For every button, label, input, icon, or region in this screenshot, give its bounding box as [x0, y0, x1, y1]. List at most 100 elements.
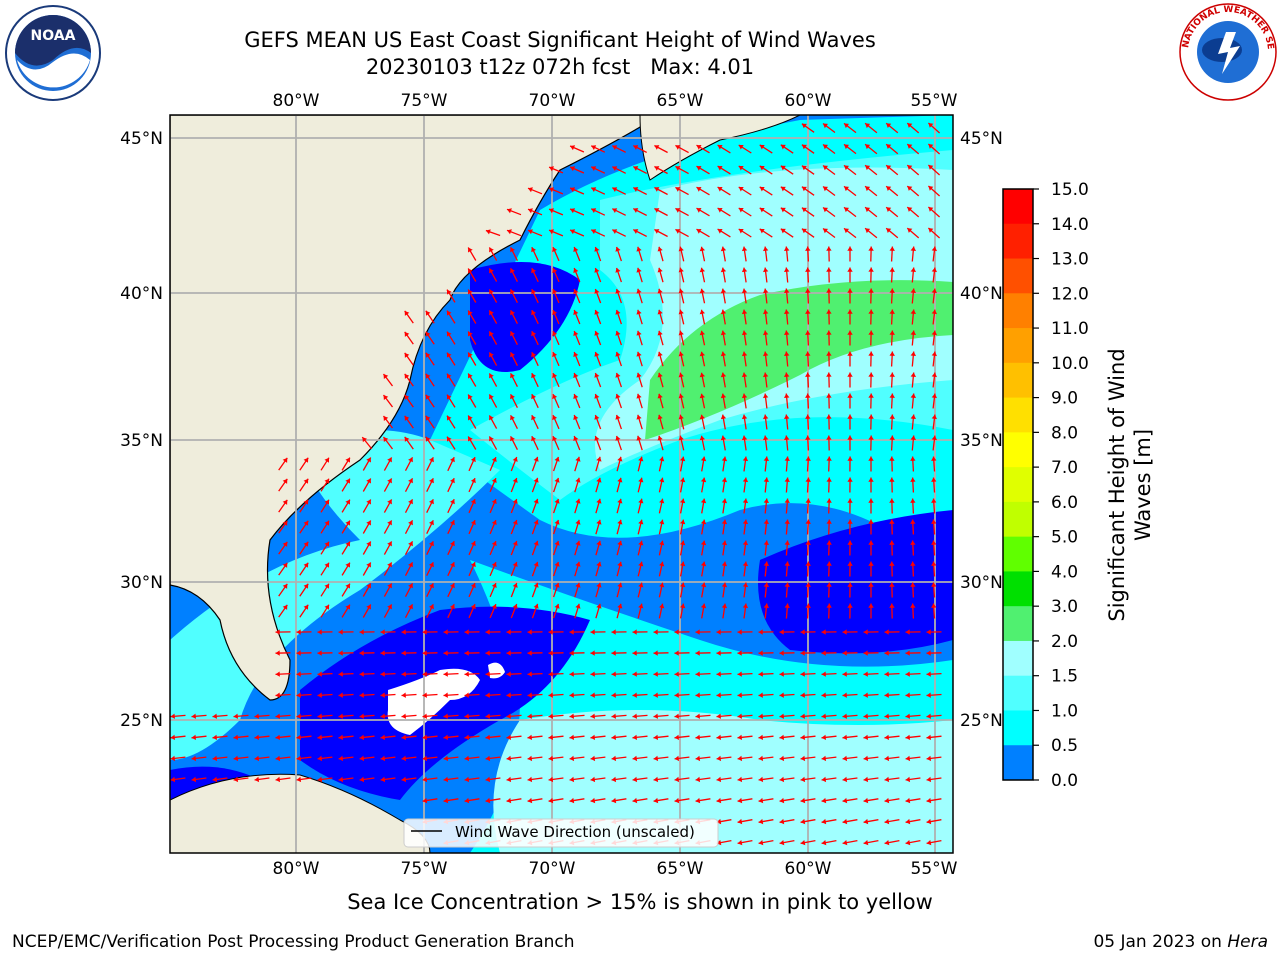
wave-arrow-head — [317, 650, 322, 656]
wave-arrow-head — [573, 373, 579, 378]
wave-arrow-head — [654, 208, 660, 213]
wave-arrow-head — [657, 330, 663, 336]
wave-arrow-head — [636, 393, 642, 399]
wave-arrow-head — [548, 734, 553, 740]
wave-arrow-head — [531, 289, 536, 295]
wave-arrow-head — [653, 776, 659, 783]
wave-arrow-head — [741, 414, 748, 420]
wave-arrow-head — [485, 797, 491, 804]
wave-arrow-head — [366, 478, 371, 484]
wave-arrow-head — [784, 561, 790, 566]
wave-arrow-head — [696, 208, 702, 213]
wave-arrow-head — [533, 519, 539, 525]
wave-arrow-head — [823, 207, 828, 213]
wave-arrow-head — [910, 351, 916, 356]
wave-arrow-head — [404, 436, 410, 442]
wave-arrow-head — [720, 288, 727, 294]
wave-arrow-head — [699, 246, 705, 252]
wave-arrow-head — [632, 776, 638, 783]
wave-arrow-head — [805, 435, 811, 440]
wave-arrow-head — [741, 330, 748, 336]
wave-arrow-head — [590, 776, 596, 783]
wave-arrow-head — [404, 331, 410, 337]
wave-arrow-head — [408, 478, 413, 484]
wave-arrow-head — [699, 267, 705, 273]
wave-arrow-head — [721, 582, 728, 588]
wave-arrow-head — [868, 414, 874, 419]
wave-arrow-head — [674, 755, 680, 762]
wave-arrow-head — [303, 604, 309, 610]
wave-arrow-head — [570, 166, 576, 172]
wave-arrow-head — [695, 755, 701, 762]
wave-arrow-head — [910, 603, 916, 608]
wave-arrow-head — [763, 246, 769, 252]
wave-arrow-head — [779, 671, 784, 677]
wave-arrow-head — [737, 713, 742, 719]
wave-arrow-head — [359, 650, 364, 656]
wave-arrow-head — [674, 797, 680, 804]
wave-arrow-head — [510, 289, 515, 295]
colorbar-tick-label: 0.0 — [1051, 771, 1078, 791]
wave-arrow-head — [636, 372, 642, 378]
wave-arrow-head — [886, 165, 892, 170]
wave-arrow-head — [657, 246, 663, 252]
wave-arrow-head — [741, 372, 748, 378]
wave-arrow-head — [884, 650, 889, 656]
colorbar-swatch — [1003, 432, 1033, 468]
wave-arrow-head — [422, 713, 427, 719]
masked-area-bahamas — [387, 668, 480, 735]
wave-arrow-head — [742, 561, 749, 567]
wave-arrow-head — [425, 373, 431, 379]
wave-arrow-head — [699, 372, 705, 378]
wave-arrow-head — [470, 457, 476, 463]
chart-title: GEFS MEAN US East Coast Significant Heig… — [244, 28, 876, 52]
wave-arrow-head — [615, 309, 621, 315]
wave-arrow-head — [324, 499, 329, 505]
wave-arrow-head — [254, 713, 259, 719]
chart-subtitle: 20230103 t12z 072h fcst Max: 4.01 — [365, 55, 755, 79]
wave-arrow-head — [847, 561, 853, 566]
map-gridlines — [170, 115, 953, 853]
wave-arrow-head — [700, 456, 707, 462]
wave-arrow-head — [865, 144, 871, 150]
wave-arrow-head — [470, 604, 476, 610]
wave-arrow-head — [741, 435, 748, 441]
wave-arrow-head — [700, 498, 707, 504]
wave-arrow-head — [404, 352, 410, 358]
wave-arrow-head — [594, 352, 600, 357]
wave-arrow-head — [741, 246, 748, 252]
wave-arrow-head — [633, 208, 639, 213]
wave-arrow-head — [510, 415, 515, 421]
wave-arrow-head — [569, 776, 575, 783]
wave-arrow-head — [653, 650, 658, 656]
wave-arrow-head — [527, 797, 533, 804]
map-plot-area — [170, 115, 953, 853]
wave-arrow-head — [844, 144, 849, 150]
wave-arrow-head — [191, 713, 196, 719]
wave-arrow-head — [805, 456, 811, 461]
wave-arrow-head — [886, 123, 892, 128]
wave-arrow-head — [366, 583, 371, 589]
wave-arrow-head — [928, 123, 934, 128]
wave-arrow-head — [636, 309, 642, 315]
wave-arrow-head — [759, 186, 765, 192]
wave-arrow-head — [527, 755, 533, 762]
wave-arrow-head — [931, 582, 937, 587]
wave-arrow-head — [594, 268, 600, 273]
wave-arrow-head — [868, 435, 874, 440]
wave-arrow-head — [865, 186, 871, 192]
wave-arrow-head — [638, 540, 644, 546]
wave-arrow-head — [380, 776, 386, 783]
wave-arrow-head — [611, 650, 616, 656]
wave-arrow-head — [758, 713, 763, 719]
wave-arrow-head — [380, 650, 385, 656]
wave-arrow-head — [805, 498, 811, 503]
colorbar-ticks: 15.0 14.0 13.0 12.0 11.0 10.0 9.0 8.0 7.0 6.0 5.0 4… — [1033, 180, 1089, 791]
wave-arrow-head — [611, 671, 616, 677]
wave-arrow-head — [491, 520, 497, 525]
wave-arrow-head — [678, 351, 684, 357]
wave-arrow-head — [910, 393, 916, 398]
wave-arrow-head — [552, 373, 558, 379]
wave-arrow-head — [596, 477, 602, 483]
wave-arrow-head — [742, 477, 749, 483]
